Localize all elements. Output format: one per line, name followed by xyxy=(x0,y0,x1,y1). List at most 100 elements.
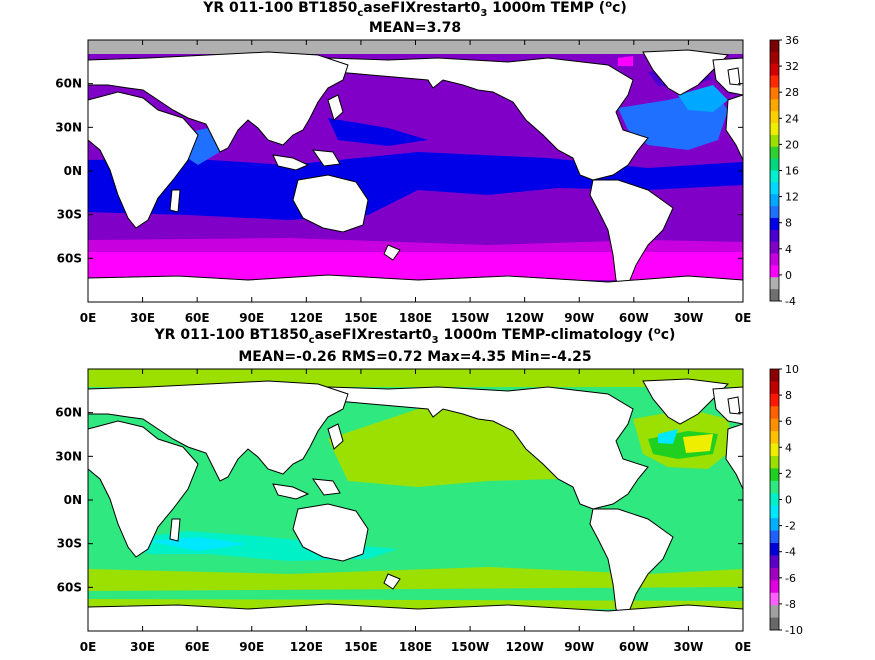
bottom-colorbar: 10 8 6 4 2 0 -2 -4 -6 -8 -10 xyxy=(769,363,803,637)
top-colorbar-swatch xyxy=(770,158,779,171)
top-lat-label: 60S xyxy=(57,251,82,265)
bottom-colorbar-swatch xyxy=(770,555,779,569)
top-colorbar-label: -4 xyxy=(785,295,796,308)
bottom-lon-label: 0E xyxy=(80,640,97,654)
bottom-lon-label: 90E xyxy=(239,640,264,654)
bottom-colorbar-label: 6 xyxy=(785,415,792,428)
bottom-colorbar-swatch xyxy=(770,530,779,544)
top-lat-label: 30N xyxy=(55,120,82,134)
bottom-lon-label: 90W xyxy=(564,640,594,654)
top-lon-label: 30W xyxy=(673,311,703,325)
top-colorbar-swatch xyxy=(770,289,779,302)
top-lon-label: 0E xyxy=(80,311,97,325)
panel-top: YR 011-100 BT1850caseFIXrestart03 1000m … xyxy=(55,0,799,325)
bottom-lon-ticks: 0E 30E 60E 90E 120E 150E 180E 150W 120W 90W 60W 30W… xyxy=(80,369,752,654)
bottom-colorbar-label: 0 xyxy=(785,494,792,507)
top-colorbar-swatch xyxy=(770,146,779,159)
top-colorbar-label: 36 xyxy=(785,34,799,47)
bottom-lon-label: 60W xyxy=(619,640,649,654)
top-lon-label: 60W xyxy=(619,311,649,325)
bottom-colorbar-swatch xyxy=(770,393,779,407)
bottom-lat-ticks: 60N 30N 0N 30S 60S xyxy=(55,406,743,594)
top-colorbar-label: 4 xyxy=(785,243,792,256)
bottom-colorbar-label: 10 xyxy=(785,363,799,376)
top-stats: MEAN=3.78 xyxy=(369,20,461,36)
top-colorbar-label: 24 xyxy=(785,112,799,125)
bottom-stats: MEAN=-0.26 RMS=0.72 Max=4.35 Min=-4.25 xyxy=(238,349,591,365)
bottom-colorbar-swatch xyxy=(770,480,779,494)
bottom-colorbar-swatch xyxy=(770,505,779,519)
top-colorbar-label: 12 xyxy=(785,191,799,204)
top-colorbar-swatch xyxy=(770,217,779,231)
bottom-colorbar-swatch xyxy=(770,418,779,432)
top-colorbar-label: 28 xyxy=(785,86,799,99)
top-colorbar-swatch xyxy=(770,170,779,183)
panel-bottom: YR 011-100 BT1850caseFIXrestart03 1000m … xyxy=(55,326,803,654)
bottom-colorbar-swatch xyxy=(770,369,779,382)
bottom-lat-label: 60N xyxy=(55,406,82,420)
top-colorbar: 36 32 28 24 20 16 12 8 4 0 -4 xyxy=(769,34,799,308)
top-colorbar-label: 8 xyxy=(785,217,792,230)
bottom-lon-label: 120E xyxy=(290,640,323,654)
top-colorbar-label: 16 xyxy=(785,165,799,178)
top-colorbar-swatch xyxy=(770,277,779,290)
top-lon-label: 30E xyxy=(130,311,155,325)
bottom-colorbar-swatch xyxy=(770,443,779,457)
bottom-title: YR 011-100 BT1850caseFIXrestart03 1000m … xyxy=(154,326,676,346)
top-lon-label: 150W xyxy=(451,311,489,325)
top-colorbar-swatch xyxy=(770,99,779,112)
top-colorbar-swatch xyxy=(770,111,779,124)
top-colorbar-swatch xyxy=(770,265,779,278)
bottom-colorbar-swatch xyxy=(770,605,779,618)
bottom-colorbar-swatch xyxy=(770,580,779,594)
top-lon-label: 120E xyxy=(290,311,323,325)
top-lat-label: 0N xyxy=(64,164,82,178)
bottom-colorbar-label: -6 xyxy=(785,572,796,585)
top-lon-label: 90E xyxy=(239,311,264,325)
top-colorbar-swatch xyxy=(770,123,779,136)
bottom-colorbar-swatch xyxy=(770,456,779,469)
top-colorbar-label: 20 xyxy=(785,138,799,151)
bottom-colorbar-swatch xyxy=(770,431,779,444)
bottom-colorbar-swatch xyxy=(770,617,779,631)
top-colorbar-swatch xyxy=(770,182,779,195)
bottom-colorbar-label: -2 xyxy=(785,520,796,533)
top-colorbar-swatch xyxy=(770,253,779,266)
bottom-colorbar-swatch xyxy=(770,468,779,482)
bottom-lon-label: 30E xyxy=(130,640,155,654)
bottom-colorbar-swatch xyxy=(770,493,779,507)
bottom-lon-label: 30W xyxy=(673,640,703,654)
top-lon-label: 120W xyxy=(506,311,544,325)
bottom-lat-label: 0N xyxy=(64,493,82,507)
bottom-map xyxy=(88,369,743,631)
bottom-lon-label: 180E xyxy=(399,640,432,654)
top-colorbar-swatch xyxy=(770,229,779,242)
top-lon-label: 0E xyxy=(735,311,752,325)
top-colorbar-label: 32 xyxy=(785,60,799,73)
top-lon-ticks: 0E 30E 60E 90E 120E 150E 180E 150W 120W 90W 60W 30W… xyxy=(80,40,752,325)
bottom-colorbar-swatch xyxy=(770,567,779,581)
bottom-lon-label: 60E xyxy=(185,640,210,654)
top-colorbar-swatch xyxy=(770,75,779,88)
top-lat-label: 30S xyxy=(57,208,82,222)
top-colorbar-swatch xyxy=(770,134,779,148)
top-lon-label: 60E xyxy=(185,311,210,325)
bottom-colorbar-label: 4 xyxy=(785,441,792,454)
top-colorbar-swatch xyxy=(770,51,779,65)
top-lat-label: 60N xyxy=(55,77,82,91)
bottom-lat-label: 30S xyxy=(57,537,82,551)
bottom-lon-label: 0E xyxy=(735,640,752,654)
bottom-colorbar-label: -10 xyxy=(785,624,803,637)
top-lon-label: 150E xyxy=(344,311,377,325)
bottom-colorbar-label: 2 xyxy=(785,467,792,480)
bottom-colorbar-swatch xyxy=(770,381,779,395)
bottom-colorbar-label: -8 xyxy=(785,598,796,611)
top-colorbar-swatch xyxy=(770,40,779,53)
bottom-colorbar-swatch xyxy=(770,406,779,420)
top-lat-ticks: 60N 30N 0N 30S 60S xyxy=(55,77,743,265)
bottom-colorbar-label: -4 xyxy=(785,546,796,559)
top-lon-label: 180E xyxy=(399,311,432,325)
bottom-lon-label: 150W xyxy=(451,640,489,654)
top-colorbar-swatch xyxy=(770,206,779,219)
